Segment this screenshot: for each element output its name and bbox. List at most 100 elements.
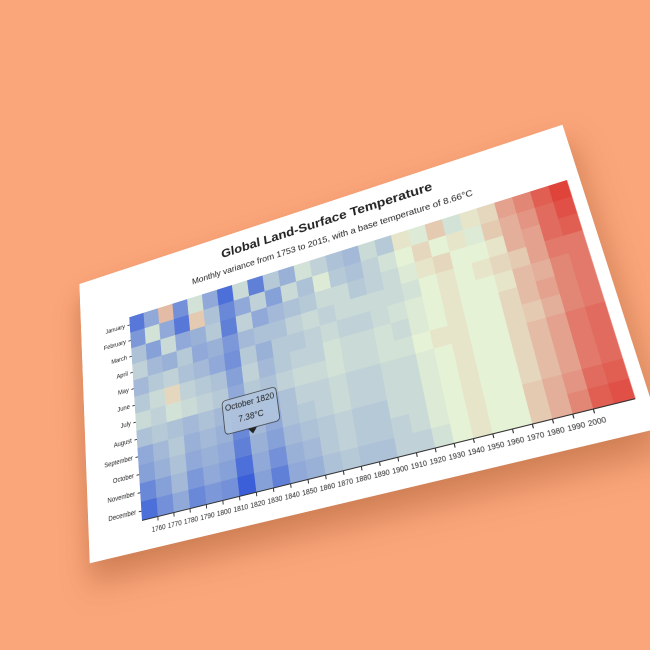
heat-cell xyxy=(328,372,349,396)
heat-cell xyxy=(480,218,504,242)
heat-cell xyxy=(312,271,332,293)
heat-cell xyxy=(476,202,499,225)
y-tick-label: April xyxy=(116,371,128,381)
heat-cell xyxy=(278,386,298,410)
heat-cell xyxy=(185,449,204,472)
heat-cell xyxy=(322,337,343,361)
heat-cell xyxy=(330,282,351,305)
heat-cell xyxy=(219,458,238,482)
y-tick-label: May xyxy=(118,387,130,397)
heat-cell xyxy=(251,450,272,474)
x-tick-label: 1870 xyxy=(337,478,354,490)
y-tick-label: January xyxy=(105,323,125,335)
heat-cell xyxy=(404,295,427,319)
x-tick xyxy=(416,453,417,457)
heat-cell xyxy=(282,297,302,320)
heat-cell xyxy=(217,440,236,464)
heat-cell xyxy=(367,289,388,312)
x-tick-label: 1940 xyxy=(467,445,486,457)
x-tick-label: 1930 xyxy=(448,450,467,462)
heat-cell xyxy=(138,461,156,484)
y-tick-label: December xyxy=(108,509,137,523)
heat-cell xyxy=(449,246,472,269)
heat-cell xyxy=(297,400,318,424)
heat-cell xyxy=(168,435,186,458)
y-tick-label: March xyxy=(111,355,127,366)
heat-cell xyxy=(225,366,244,388)
x-tick-label: 1970 xyxy=(526,431,546,443)
heat-cell xyxy=(390,229,412,252)
y-tick-label: July xyxy=(120,420,131,430)
x-tick-label: 1780 xyxy=(184,515,199,526)
heat-cell xyxy=(170,471,189,495)
heat-cell xyxy=(156,493,175,517)
heat-cell xyxy=(441,213,464,236)
heat-cell xyxy=(336,315,357,339)
heat-cell xyxy=(303,325,324,348)
y-tick-label: February xyxy=(104,339,127,352)
y-tick xyxy=(127,325,129,326)
heat-cell xyxy=(414,257,437,280)
x-tick xyxy=(473,439,474,443)
heat-cell xyxy=(166,418,185,441)
heat-cell xyxy=(347,277,368,300)
heat-cell xyxy=(196,392,214,415)
heat-cell xyxy=(241,361,260,384)
heat-cell xyxy=(243,378,263,401)
heat-cell xyxy=(271,335,291,358)
x-tick xyxy=(512,429,513,433)
heat-cell xyxy=(306,342,326,366)
x-tick xyxy=(573,414,574,418)
y-tick xyxy=(132,405,134,406)
heat-cell xyxy=(298,292,318,315)
heat-cell xyxy=(325,355,346,379)
heat-cell xyxy=(199,426,218,450)
heat-cell xyxy=(172,489,191,513)
heat-cell xyxy=(387,300,409,324)
x-tick-label: 1960 xyxy=(506,436,526,448)
heat-cell xyxy=(377,251,398,273)
x-tick xyxy=(361,466,362,470)
heat-cell xyxy=(249,431,269,455)
heat-cell xyxy=(266,427,286,451)
heat-cell xyxy=(390,318,413,342)
x-tick-label: 1840 xyxy=(284,491,300,502)
heat-cell xyxy=(345,368,367,392)
heat-cell xyxy=(397,262,419,285)
x-tick-label: 1760 xyxy=(152,523,167,534)
heat-cell xyxy=(282,422,303,447)
x-tick-label: 1990 xyxy=(566,421,586,433)
x-tick-label: 2000 xyxy=(587,416,608,429)
x-tick-label: 1790 xyxy=(200,511,215,522)
heat-cell xyxy=(498,213,522,236)
heat-cell xyxy=(210,370,228,393)
x-tick xyxy=(454,443,455,447)
x-tick xyxy=(532,424,533,428)
heat-cell xyxy=(353,311,374,334)
x-tick xyxy=(273,488,274,492)
heat-cell xyxy=(284,313,304,336)
x-tick xyxy=(398,457,399,461)
heat-cell xyxy=(356,328,378,351)
heat-cell xyxy=(139,479,157,503)
heat-cell xyxy=(182,413,200,436)
x-tick-label: 1890 xyxy=(373,469,391,481)
heat-cell xyxy=(183,431,202,454)
heat-cell xyxy=(342,350,364,374)
heat-cell xyxy=(445,229,468,253)
x-tick xyxy=(308,479,309,483)
x-tick xyxy=(593,409,594,413)
heat-cell xyxy=(197,409,216,432)
heat-cell xyxy=(314,287,335,310)
heat-cell xyxy=(428,235,450,258)
heat-cell xyxy=(233,436,253,460)
x-tick xyxy=(493,434,494,438)
heat-cell xyxy=(204,481,224,505)
heat-cell xyxy=(333,299,354,322)
x-tick xyxy=(291,484,292,488)
heat-cell xyxy=(311,377,332,401)
heat-cell xyxy=(459,208,482,231)
heat-cell xyxy=(289,347,310,370)
heat-cell xyxy=(328,266,348,289)
heat-cell xyxy=(494,197,517,220)
